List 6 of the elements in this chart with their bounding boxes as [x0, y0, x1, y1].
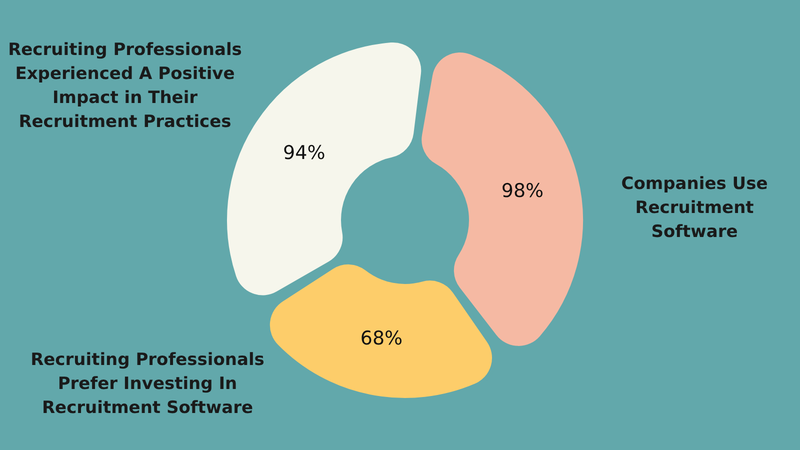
data-label: 94%: [283, 142, 326, 164]
slice-label: Recruiting Professionals Prefer Investing In Recruitment Software: [30, 349, 266, 420]
data-label: 68%: [360, 328, 403, 350]
data-label: 98%: [501, 180, 544, 202]
slice-label: Recruiting Professionals Experienced A Positive Impact in Their Recruitment Practices: [7, 39, 243, 134]
slice-label: Companies Use Recruitment Software: [620, 173, 769, 244]
